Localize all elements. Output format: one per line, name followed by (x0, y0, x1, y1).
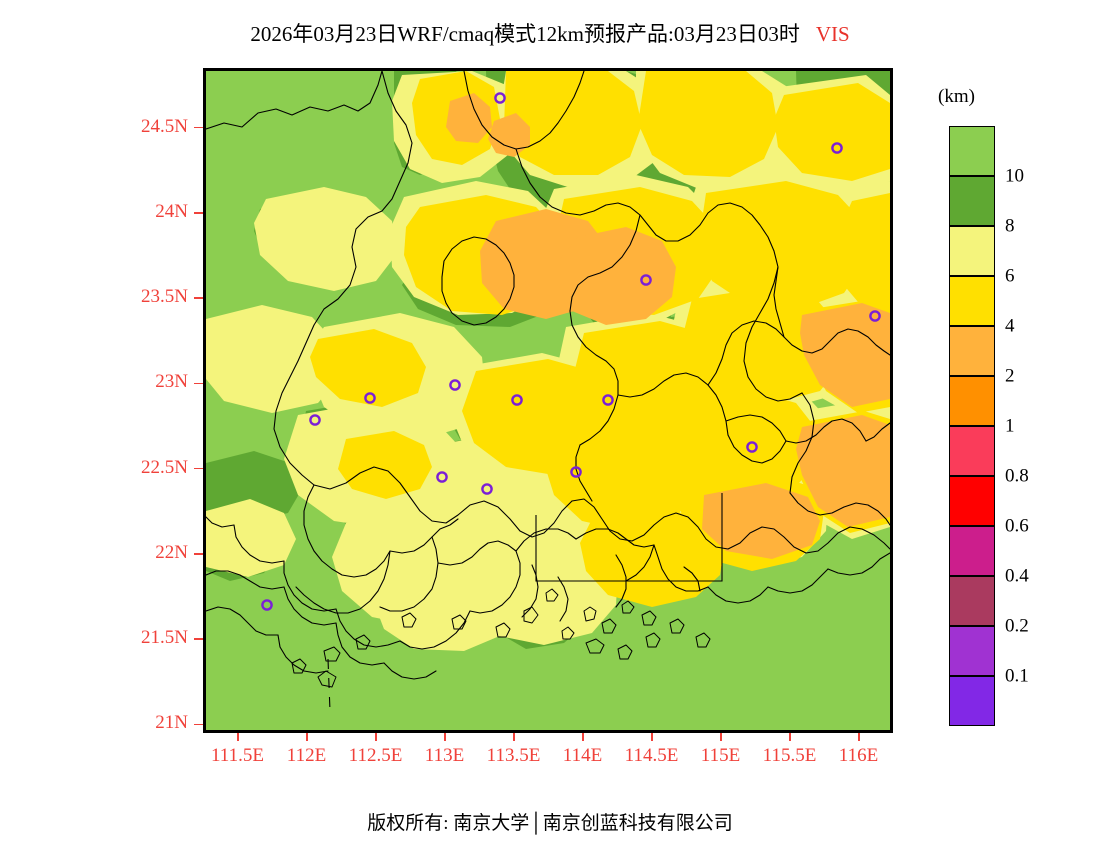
colorbar-tick-label: 6 (1005, 265, 1015, 287)
x-axis-tick (582, 733, 584, 741)
x-axis-tick (651, 733, 653, 741)
station-marker (309, 414, 321, 426)
station-marker (746, 441, 758, 453)
station-marker (449, 379, 461, 391)
y-axis-label: 22N (155, 541, 188, 563)
y-axis-label: 21.5N (141, 627, 188, 649)
administrative-boundaries (206, 71, 890, 680)
map-plot[interactable] (203, 68, 893, 733)
x-axis-tick (789, 733, 791, 741)
colorbar-tick-label: 8 (1005, 215, 1015, 237)
station-marker (831, 142, 843, 154)
y-axis-tick (194, 212, 203, 214)
colorbar-segment (949, 525, 995, 576)
x-axis-label: 113E (424, 745, 465, 766)
x-axis-label: 111.5E (211, 745, 264, 766)
y-axis-tick (194, 553, 203, 555)
title-variable-label: VIS (815, 22, 850, 46)
page-title: 2026年03月23日WRF/cmaq模式12km预报产品:03月23日03时 V… (0, 18, 1100, 48)
station-marker (602, 394, 614, 406)
special-admin-boundary (535, 493, 723, 582)
y-axis-tick (194, 382, 203, 385)
x-axis-tick (306, 733, 308, 741)
colorbar-tick-label: 1 (1005, 415, 1015, 437)
colorbar-tick-label: 0.1 (1005, 665, 1029, 687)
colorbar-segment (949, 625, 995, 676)
x-axis-label: 112E (286, 745, 327, 766)
y-axis-tick (194, 723, 203, 726)
y-axis-tick (194, 126, 203, 129)
x-axis-label: 114.5E (624, 745, 679, 766)
colorbar-segment (949, 225, 995, 276)
station-marker (511, 394, 523, 406)
y-axis-label: 23.5N (141, 286, 188, 308)
colorbar-segment (949, 325, 995, 376)
x-axis-tick (444, 733, 446, 741)
y-axis-tick (194, 297, 203, 299)
colorbar[interactable]: 10 8 6 4 2 1 0.8 0.6 0.4 0.2 0.1 (949, 125, 1029, 727)
title-main-text: 2026年03月23日WRF/cmaq模式12km预报产品:03月23日03时 (250, 22, 800, 46)
marine-boundary-dashed (327, 658, 331, 712)
island-outlines (291, 588, 711, 688)
colorbar-tick-label: 0.2 (1005, 615, 1029, 637)
y-axis-tick (194, 638, 203, 640)
colorbar-segment (949, 675, 995, 726)
colorbar-segment (949, 425, 995, 476)
y-axis-label: 24N (155, 200, 188, 222)
plot-area-wrapper (203, 68, 893, 733)
y-axis-label: 23N (155, 371, 188, 393)
colorbar-segment (949, 375, 995, 426)
station-marker (481, 483, 493, 495)
x-axis-tick (375, 733, 377, 741)
x-axis-label: 115E (700, 745, 741, 766)
y-axis-label: 24.5N (141, 115, 188, 137)
x-axis-tick (237, 733, 239, 741)
colorbar-segment (949, 175, 995, 226)
x-axis-label: 116E (838, 745, 879, 766)
station-marker (364, 392, 376, 404)
station-markers (261, 92, 881, 611)
x-axis-tick (858, 733, 860, 741)
colorbar-tick-label: 2 (1005, 365, 1015, 387)
contour-map-svg (206, 71, 890, 730)
station-marker (640, 274, 652, 286)
colorbar-tick-label: 10 (1005, 165, 1024, 187)
colorbar-tick-label: 4 (1005, 315, 1015, 337)
x-axis-label: 115.5E (762, 745, 817, 766)
colorbar-tick-label: 0.8 (1005, 465, 1029, 487)
x-axis-label: 112.5E (348, 745, 403, 766)
colorbar-tick-label: 0.4 (1005, 565, 1029, 587)
colorbar-segment (949, 275, 995, 326)
x-axis-tick (513, 733, 515, 741)
colorbar-tick-label: 0.6 (1005, 515, 1029, 537)
x-axis-label: 114E (562, 745, 603, 766)
contour-fills (206, 71, 890, 651)
y-axis-tick (194, 467, 203, 470)
y-axis-label: 22.5N (141, 456, 188, 478)
colorbar-units-label: (km) (938, 86, 975, 107)
station-marker (570, 466, 582, 478)
station-marker (261, 599, 273, 611)
x-axis-tick (720, 733, 722, 741)
x-axis-label: 113.5E (486, 745, 541, 766)
station-marker (494, 92, 506, 104)
colorbar-segment (949, 475, 995, 526)
y-axis-label: 21N (155, 712, 188, 734)
colorbar-segment (949, 575, 995, 626)
colorbar-segment (949, 125, 995, 176)
footer-copyright: 版权所有: 南京大学│南京创蓝科技有限公司 (367, 813, 733, 834)
station-marker (869, 310, 881, 322)
station-marker (436, 471, 448, 483)
